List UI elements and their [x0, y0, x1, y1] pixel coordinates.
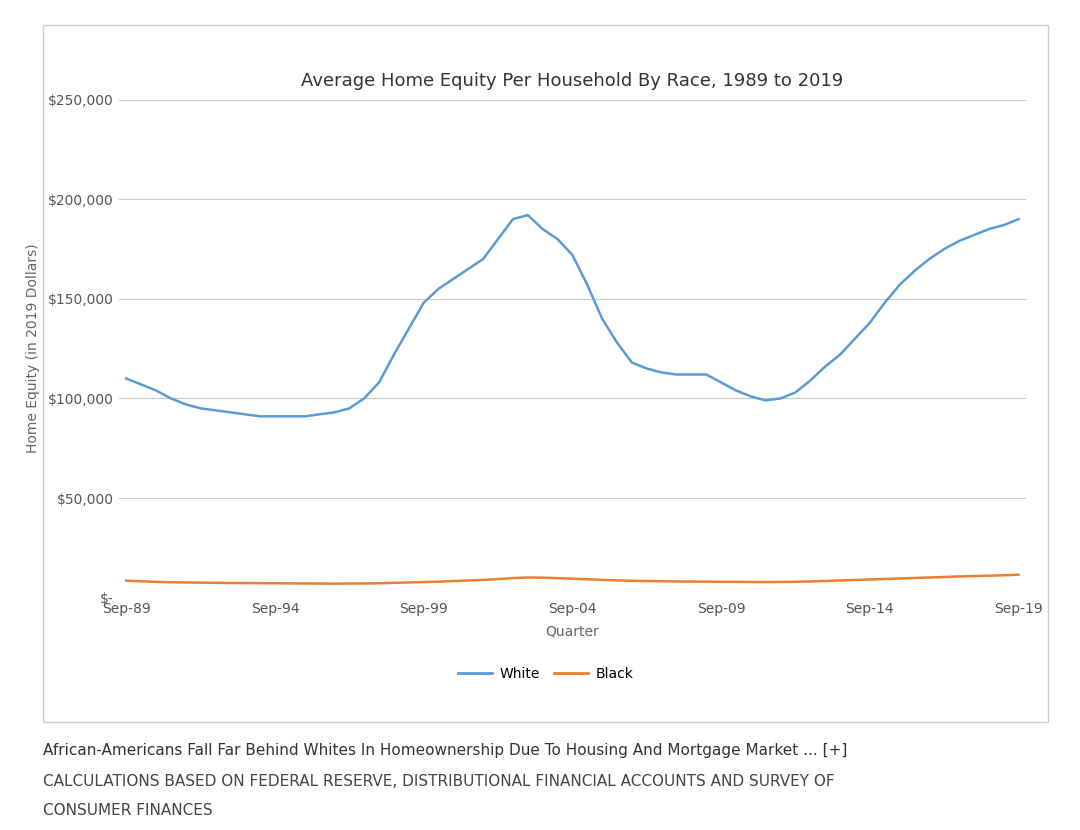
Text: CALCULATIONS BASED ON FEDERAL RESERVE, DISTRIBUTIONAL FINANCIAL ACCOUNTS AND SUR: CALCULATIONS BASED ON FEDERAL RESERVE, D… [43, 774, 835, 788]
Y-axis label: Home Equity (in 2019 Dollars): Home Equity (in 2019 Dollars) [26, 244, 40, 453]
Text: CONSUMER FINANCES: CONSUMER FINANCES [43, 803, 213, 818]
X-axis label: Quarter: Quarter [545, 625, 599, 639]
Text: African-Americans Fall Far Behind Whites In Homeownership Due To Housing And Mor: African-Americans Fall Far Behind Whites… [43, 743, 848, 758]
Title: Average Home Equity Per Household By Race, 1989 to 2019: Average Home Equity Per Household By Rac… [301, 71, 843, 90]
Legend: White, Black: White, Black [453, 661, 638, 686]
